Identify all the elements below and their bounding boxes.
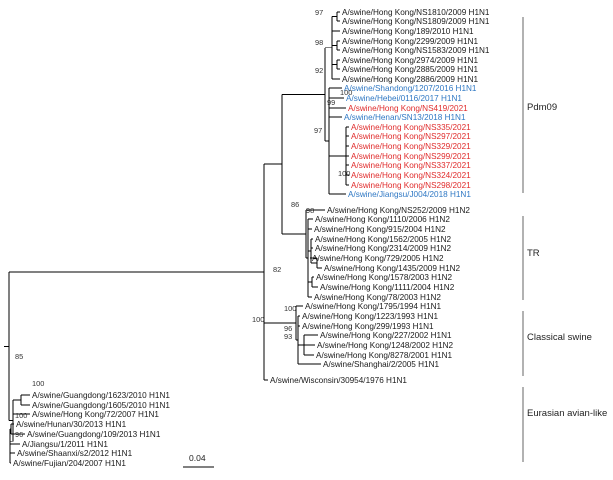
leaf-label: A/swine/Hong Kong/NS335/2021 [351,123,471,132]
leaf-label: A/swine/Henan/SN13/2018 H1N1 [344,113,466,122]
leaf-label: A/swine/Shaanxi/s2/2012 H1N1 [17,449,133,458]
leaf-label: A/swine/Wisconsin/30954/1976 H1N1 [270,376,407,385]
leaf-label: A/swine/Shanghai/2/2005 H1N1 [323,360,440,369]
clade-label: Pdm09 [527,102,557,113]
leaf-label: A/swine/Hong Kong/1248/2002 H1N2 [317,341,454,350]
leaf-label: A/swine/Jiangsu/J004/2018 H1N1 [348,190,471,199]
bootstrap-value: 100 [32,379,44,388]
leaf-label: A/swine/Guangdong/109/2013 H1N1 [27,430,161,439]
bootstrap-value: 92 [315,66,323,75]
leaf-label: A/swine/Guangdong/1605/2010 H1N1 [32,401,170,410]
tree-branches [4,11,349,464]
leaf-labels: A/swine/Hong Kong/NS1810/2009 H1N1A/swin… [13,8,490,468]
leaf-label: A/swine/Hong Kong/2885/2009 H1N1 [342,65,479,74]
leaf-label: A/swine/Hong Kong/NS1810/2009 H1N1 [342,8,490,17]
leaf-label: A/swine/Hong Kong/2314/2009 H1N2 [315,244,452,253]
bootstrap-value: 96 [284,324,292,333]
leaf-label: A/swine/Hong Kong/78/2003 H1N2 [314,293,441,302]
bootstrap-value: 98 [315,38,323,47]
bootstrap-labels: 9798921009997100988682100100969385100100… [15,8,352,439]
bootstrap-value: 93 [284,332,292,341]
leaf-label: A/swine/Fujian/204/2007 H1N1 [13,459,126,468]
leaf-label: A/Jiangsu/1/2011 H1N1 [22,440,108,449]
leaf-label: A/swine/Hong Kong/1110/2006 H1N2 [315,215,450,224]
clade-label: Eurasian avian-like [527,408,607,419]
leaf-label: A/swine/Hong Kong/729/2005 H1N2 [312,254,444,263]
bootstrap-value: 82 [273,265,281,274]
scale-bar-label: 0.04 [189,453,206,463]
leaf-label: A/swine/Hong Kong/1795/1994 H1N1 [305,302,442,311]
clade-brackets: Pdm09 TR Classical swine Eurasian avian-lik… [522,17,607,462]
leaf-label: A/swine/Hong Kong/NS419/2021 [348,104,468,113]
leaf-label: A/swine/Hong Kong/NS252/2009 H1N2 [327,206,470,215]
leaf-label: A/swine/Hunan/30/2013 H1N1 [16,420,127,429]
bootstrap-value: 100 [252,315,264,324]
bootstrap-value: 86 [291,200,299,209]
leaf-label: A/swine/Hebei/0116/2017 H1N1 [346,94,462,103]
bootstrap-value: 100 [284,304,296,313]
leaf-label: A/swine/Hong Kong/NS1583/2009 H1N1 [342,46,490,55]
leaf-label: A/swine/Hong Kong/915/2004 H1N2 [314,225,446,234]
bootstrap-value: 96 [15,430,23,439]
leaf-label: A/swine/Hong Kong/NS329/2021 [351,142,471,151]
scale-bar: 0.04 [183,453,214,468]
leaf-label: A/swine/Hong Kong/1562/2005 H1N2 [315,235,452,244]
leaf-label: A/swine/Hong Kong/NS299/2021 [351,152,471,161]
leaf-label: A/swine/Hong Kong/1111/2004 H1N2 [320,283,455,292]
leaf-label: A/swine/Hong Kong/NS298/2021 [351,181,471,190]
leaf-label: A/swine/Guangdong/1623/2010 H1N1 [32,391,170,400]
leaf-label: A/swine/Hong Kong/1578/2003 H1N2 [316,273,453,282]
leaf-label: A/swine/Hong Kong/NS297/2021 [351,132,471,141]
leaf-label: A/swine/Hong Kong/1435/2009 H1N2 [324,264,461,273]
leaf-label: A/swine/Hong Kong/72/2007 H1N1 [32,410,159,419]
leaf-label: A/swine/Hong Kong/NS1809/2009 H1N1 [342,17,490,26]
bootstrap-value: 100 [338,169,350,178]
bootstrap-value: 97 [315,8,323,17]
bootstrap-value: 97 [314,126,322,135]
leaf-label: A/swine/Hong Kong/2299/2009 H1N1 [342,37,479,46]
bootstrap-value: 99 [327,98,335,107]
leaf-label: A/swine/Hong Kong/2974/2009 H1N1 [342,56,479,65]
clade-label: Classical swine [527,332,592,343]
leaf-label: A/swine/Hong Kong/227/2002 H1N1 [320,331,452,340]
bootstrap-value: 100 [15,411,27,420]
leaf-label: A/swine/Hong Kong/189/2010 H1N1 [342,27,474,36]
leaf-label: A/swine/Hong Kong/1223/1993 H1N1 [302,312,439,321]
leaf-label: A/swine/Hong Kong/299/1993 H1N1 [302,322,434,331]
clade-label: TR [527,248,540,259]
bootstrap-value: 98 [306,206,314,215]
leaf-label: A/swine/Hong Kong/8278/2001 H1N1 [316,351,453,360]
leaf-label: A/swine/Hong Kong/2886/2009 H1N1 [342,75,479,84]
leaf-label: A/swine/Shandong/1207/2016 H1N1 [344,84,477,93]
leaf-label: A/swine/Hong Kong/NS324/2021 [351,171,471,180]
bootstrap-value: 100 [340,88,352,97]
leaf-label: A/swine/Hong Kong/NS337/2021 [351,161,471,170]
bootstrap-value: 85 [15,352,23,361]
